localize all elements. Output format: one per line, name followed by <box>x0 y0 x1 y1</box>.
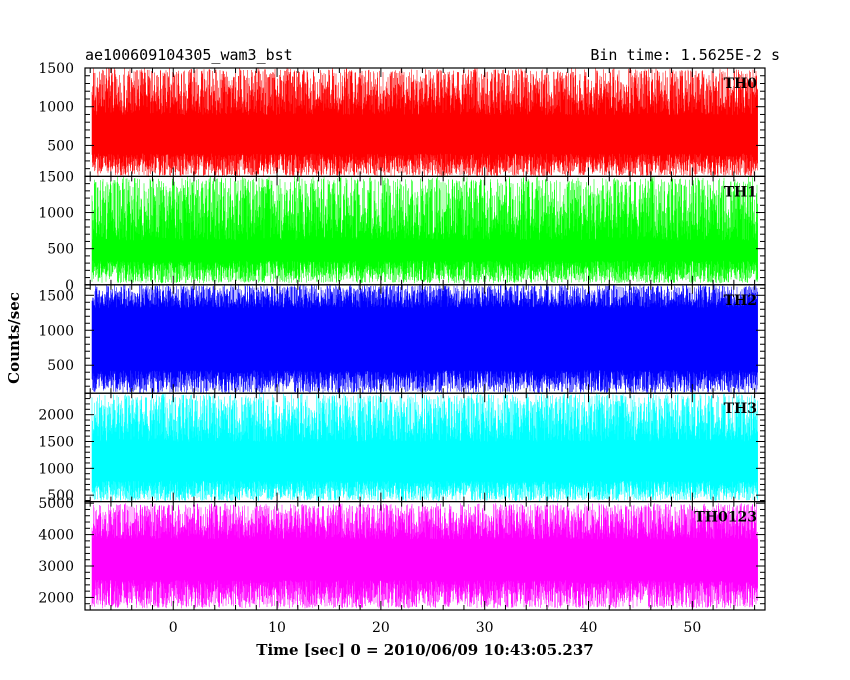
y-axis-label: Counts/sec <box>5 292 23 384</box>
series-th1 <box>91 176 758 284</box>
x-tick-label: 50 <box>683 620 701 636</box>
x-axis-label: Time [sec] 0 = 2010/06/09 10:43:05.237 <box>256 641 593 659</box>
y-tick-label-th0123: 2000 <box>38 590 74 606</box>
panel-th0123: 2000 3000 4000 5000 TH0123 <box>38 496 766 611</box>
panel-th1: 0 500 1000 1500 TH1 <box>38 169 766 294</box>
y-tick-label-th0123: 5000 <box>38 496 74 512</box>
y-tick-label-th3: 2000 <box>38 408 74 424</box>
series-th0 <box>91 68 758 177</box>
panel-th0: 500 1000 1500 TH0 <box>38 61 766 178</box>
series-th2 <box>91 284 758 394</box>
chart-title-right: Bin time: 1.5625E-2 s <box>590 46 780 64</box>
y-tick-label-th0: 1500 <box>38 61 74 77</box>
panel-frame-th0123 <box>84 501 766 611</box>
y-tick-label-th1: 500 <box>47 242 74 258</box>
series-th0123 <box>91 503 758 609</box>
y-tick-label-th1: 1000 <box>38 206 74 222</box>
y-tick-label-th1: 1500 <box>38 169 74 185</box>
y-tick-label-th2: 1500 <box>38 288 74 304</box>
chart-title-left: ae100609104305_wam3_bst <box>85 46 293 64</box>
y-tick-label-th0: 500 <box>47 138 74 154</box>
panel-label-th0123: TH0123 <box>694 510 757 526</box>
panel-label-th2: TH2 <box>724 293 757 309</box>
panels-group: 50010001500TH0050010001500TH150010001500… <box>38 61 766 636</box>
x-tick-label: 40 <box>580 620 598 636</box>
panel-th2: 500 1000 1500 TH2 <box>38 284 766 394</box>
y-tick-label-th0123: 3000 <box>38 559 74 575</box>
x-tick-label: 0 <box>169 620 178 636</box>
y-tick-label-th2: 500 <box>47 358 74 374</box>
panel-th3: 500 1000 1500 2000 TH3 <box>38 392 766 504</box>
y-tick-label-th1: 0 <box>65 278 74 294</box>
series-th3 <box>91 393 758 502</box>
panel-label-th3: TH3 <box>724 401 757 417</box>
y-tick-label-th0: 1000 <box>38 100 74 116</box>
x-tick-label: 20 <box>372 620 390 636</box>
panel-label-th1: TH1 <box>724 184 757 200</box>
panel-label-th0: TH0 <box>724 76 758 92</box>
x-tick-label: 30 <box>476 620 494 636</box>
y-tick-label-th2: 1000 <box>38 323 74 339</box>
y-tick-label-th3: 1000 <box>38 461 74 477</box>
x-tick-label: 10 <box>268 620 286 636</box>
y-tick-label-th3: 500 <box>47 488 74 504</box>
y-tick-label-th0123: 4000 <box>38 528 74 544</box>
y-tick-label-th3: 1500 <box>38 434 74 450</box>
